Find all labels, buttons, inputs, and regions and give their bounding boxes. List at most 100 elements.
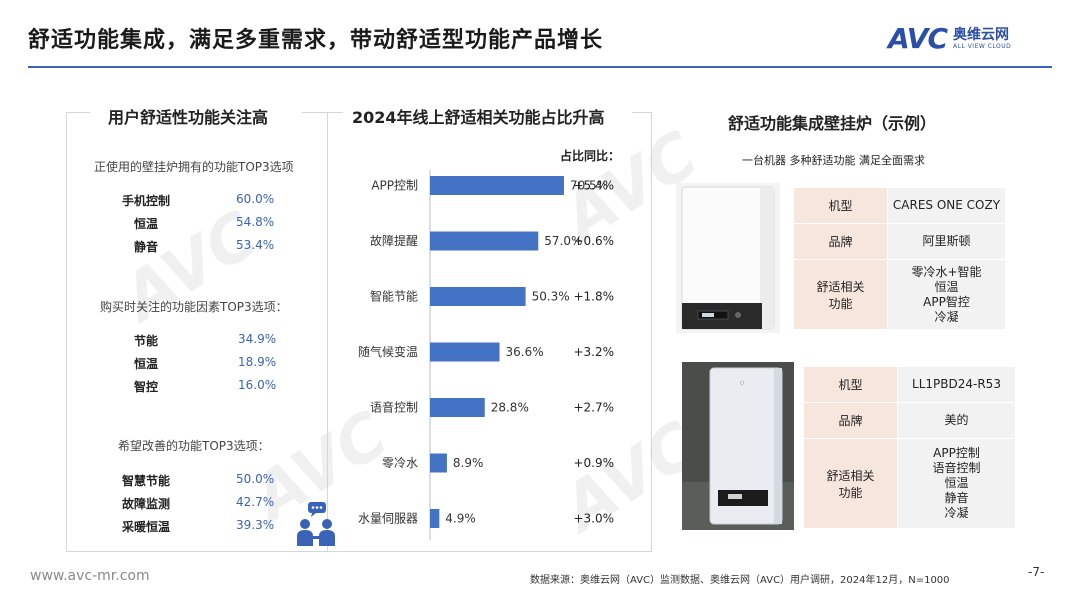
- spec-row: 品牌 阿里斯顿: [793, 223, 1006, 260]
- chart-title: 2024年线上舒适相关功能占比升高: [352, 108, 605, 127]
- stat-label: 故障监测: [122, 497, 171, 511]
- bar: [430, 398, 485, 417]
- spec-row: 舒适相关功能 零冷水+智能 恒温 APP智控 冷凝: [793, 259, 1006, 330]
- data-label: 8.9%: [453, 456, 484, 470]
- people-meeting-icon: [297, 502, 335, 546]
- spec-value: 零冷水+智能 恒温 APP智控 冷凝: [887, 259, 1006, 330]
- spec-key: 舒适相关功能: [793, 259, 888, 330]
- spec-key: 机型: [803, 366, 898, 403]
- logo-mark: AVC: [888, 22, 948, 55]
- bar-chart: 占比同比： APP控制 70.5%+5.4% 故障提醒 57.0%+0.6% 智能节能 50…: [358, 148, 620, 540]
- header-rule: [28, 66, 1052, 68]
- yoy-label: +0.9%: [573, 456, 614, 470]
- spec-value-line: 静音: [944, 491, 969, 505]
- bar: [430, 342, 500, 362]
- logo-en: ALL VIEW CLOUD: [953, 43, 1012, 50]
- data-label: 57.0%: [544, 234, 582, 248]
- spec-key: 机型: [793, 187, 888, 224]
- data-label: 70.5%: [570, 179, 608, 193]
- spec-value: 阿里斯顿: [887, 223, 1006, 260]
- spec-value: CARES ONE COZY: [887, 187, 1006, 224]
- spec-table-1: 机型 CARES ONE COZY 品牌 阿里斯顿 舒适相关功能 零冷水+智能 恒温 APP智…: [793, 187, 1006, 330]
- spec-value: LL1PBD24-R53: [897, 366, 1016, 403]
- spec-row: 舒适相关功能 APP控制 语音控制 恒温 静音 冷凝: [803, 438, 1016, 529]
- spec-value-line: CARES ONE COZY: [892, 198, 1001, 212]
- spec-table-2: 机型 LL1PBD24-R53 品牌 美的 舒适相关功能 APP控制 语音控制 恒温 静音 冷凝: [803, 366, 1016, 529]
- bar: [430, 509, 440, 528]
- stat-label: 恒温: [134, 217, 159, 231]
- category-label: 故障提醒: [370, 233, 418, 248]
- yoy-label: +5.4%: [573, 179, 614, 193]
- category-label: APP控制: [371, 179, 418, 193]
- spec-value-line: LL1PBD24-R53: [912, 377, 1001, 391]
- category-label: 智能节能: [370, 289, 418, 304]
- spec-value-line: 美的: [944, 413, 969, 427]
- spec-value-line: 阿里斯顿: [922, 234, 971, 248]
- spec-key: 品牌: [793, 223, 888, 260]
- section-heading: 正使用的壁挂炉拥有的功能TOP3选项: [94, 160, 294, 174]
- bar: [430, 176, 564, 195]
- silver-wall-boiler-image: ○: [682, 362, 794, 530]
- spec-row: 品牌 美的: [803, 402, 1016, 439]
- stat-value: 16.0%: [238, 378, 277, 392]
- yoy-label: +3.2%: [573, 345, 614, 359]
- yoy-label: +1.8%: [573, 290, 614, 304]
- svg-text:○: ○: [740, 380, 744, 386]
- spec-value: 美的: [897, 402, 1016, 439]
- data-label: 4.9%: [445, 512, 476, 526]
- right-panel-subtitle: 一台机器 多种舒适功能 满足全面需求: [742, 154, 925, 167]
- data-label: 50.3%: [532, 290, 570, 304]
- spec-value: APP控制 语音控制 恒温 静音 冷凝: [897, 438, 1016, 529]
- page-title: 舒适功能集成，满足多重需求，带动舒适型功能产品增长: [28, 28, 604, 53]
- website-url: www.avc-mr.com: [30, 568, 150, 584]
- data-label: 36.6%: [506, 345, 544, 359]
- spec-value-line: 恒温: [944, 476, 969, 490]
- stat-value: 60.0%: [236, 192, 275, 206]
- stat-label: 智控: [134, 380, 159, 394]
- yoy-header: 占比同比：: [560, 148, 620, 163]
- data-label: 28.8%: [491, 401, 529, 415]
- category-label: 水量伺服器: [358, 512, 418, 526]
- right-panel-title: 舒适功能集成壁挂炉（示例）: [728, 114, 937, 133]
- spec-value-line: APP智控: [923, 294, 970, 309]
- spec-key: 舒适相关功能: [803, 438, 898, 529]
- stat-label: 节能: [134, 334, 159, 348]
- stat-label: 静音: [134, 240, 159, 254]
- spec-value-line: 恒温: [934, 279, 959, 294]
- spec-value-line: 零冷水+智能: [911, 264, 982, 279]
- bar: [430, 287, 526, 306]
- category-label: 零冷水: [382, 456, 418, 470]
- spec-row: 机型 LL1PBD24-R53: [803, 366, 1016, 403]
- stat-label: 采暖恒温: [122, 520, 171, 534]
- section-heading: 希望改善的功能TOP3选项：: [118, 439, 270, 453]
- spec-row: 机型 CARES ONE COZY: [793, 187, 1006, 224]
- stat-label: 手机控制: [122, 194, 171, 208]
- stat-value: 18.9%: [238, 355, 277, 369]
- bar: [430, 231, 539, 251]
- spec-value-line: 冷凝: [934, 309, 959, 324]
- stat-label: 智慧节能: [122, 474, 171, 488]
- data-source: 数据来源：奥维云网（AVC）监测数据、奥维云网（AVC）用户调研，2024年12…: [530, 575, 950, 586]
- white-wall-boiler-image: [676, 183, 780, 333]
- spec-value-line: 冷凝: [944, 506, 969, 520]
- page-number: -7-: [1028, 565, 1045, 579]
- stat-value: 50.0%: [236, 472, 275, 486]
- stat-value: 42.7%: [236, 495, 275, 509]
- bar: [430, 453, 447, 473]
- logo-cn: 奥维云网: [953, 27, 1009, 43]
- category-label: 语音控制: [370, 400, 418, 415]
- yoy-label: +2.7%: [573, 401, 614, 415]
- left-panel-title: 用户舒适性功能关注高: [108, 108, 269, 127]
- yoy-label: +3.0%: [573, 512, 614, 526]
- spec-key: 品牌: [803, 402, 898, 439]
- panels-frame: [66, 112, 652, 552]
- stat-value: 53.4%: [236, 238, 275, 252]
- section-heading: 购买时关注的功能因素TOP3选项：: [100, 300, 288, 314]
- yoy-label: +0.6%: [573, 234, 614, 248]
- stat-value: 34.9%: [238, 332, 277, 346]
- category-label: 随气候变温: [358, 344, 418, 359]
- stat-value: 54.8%: [236, 215, 275, 229]
- spec-value-line: APP控制: [933, 446, 980, 460]
- panel-divider: [327, 112, 328, 552]
- spec-value-line: 语音控制: [932, 461, 981, 475]
